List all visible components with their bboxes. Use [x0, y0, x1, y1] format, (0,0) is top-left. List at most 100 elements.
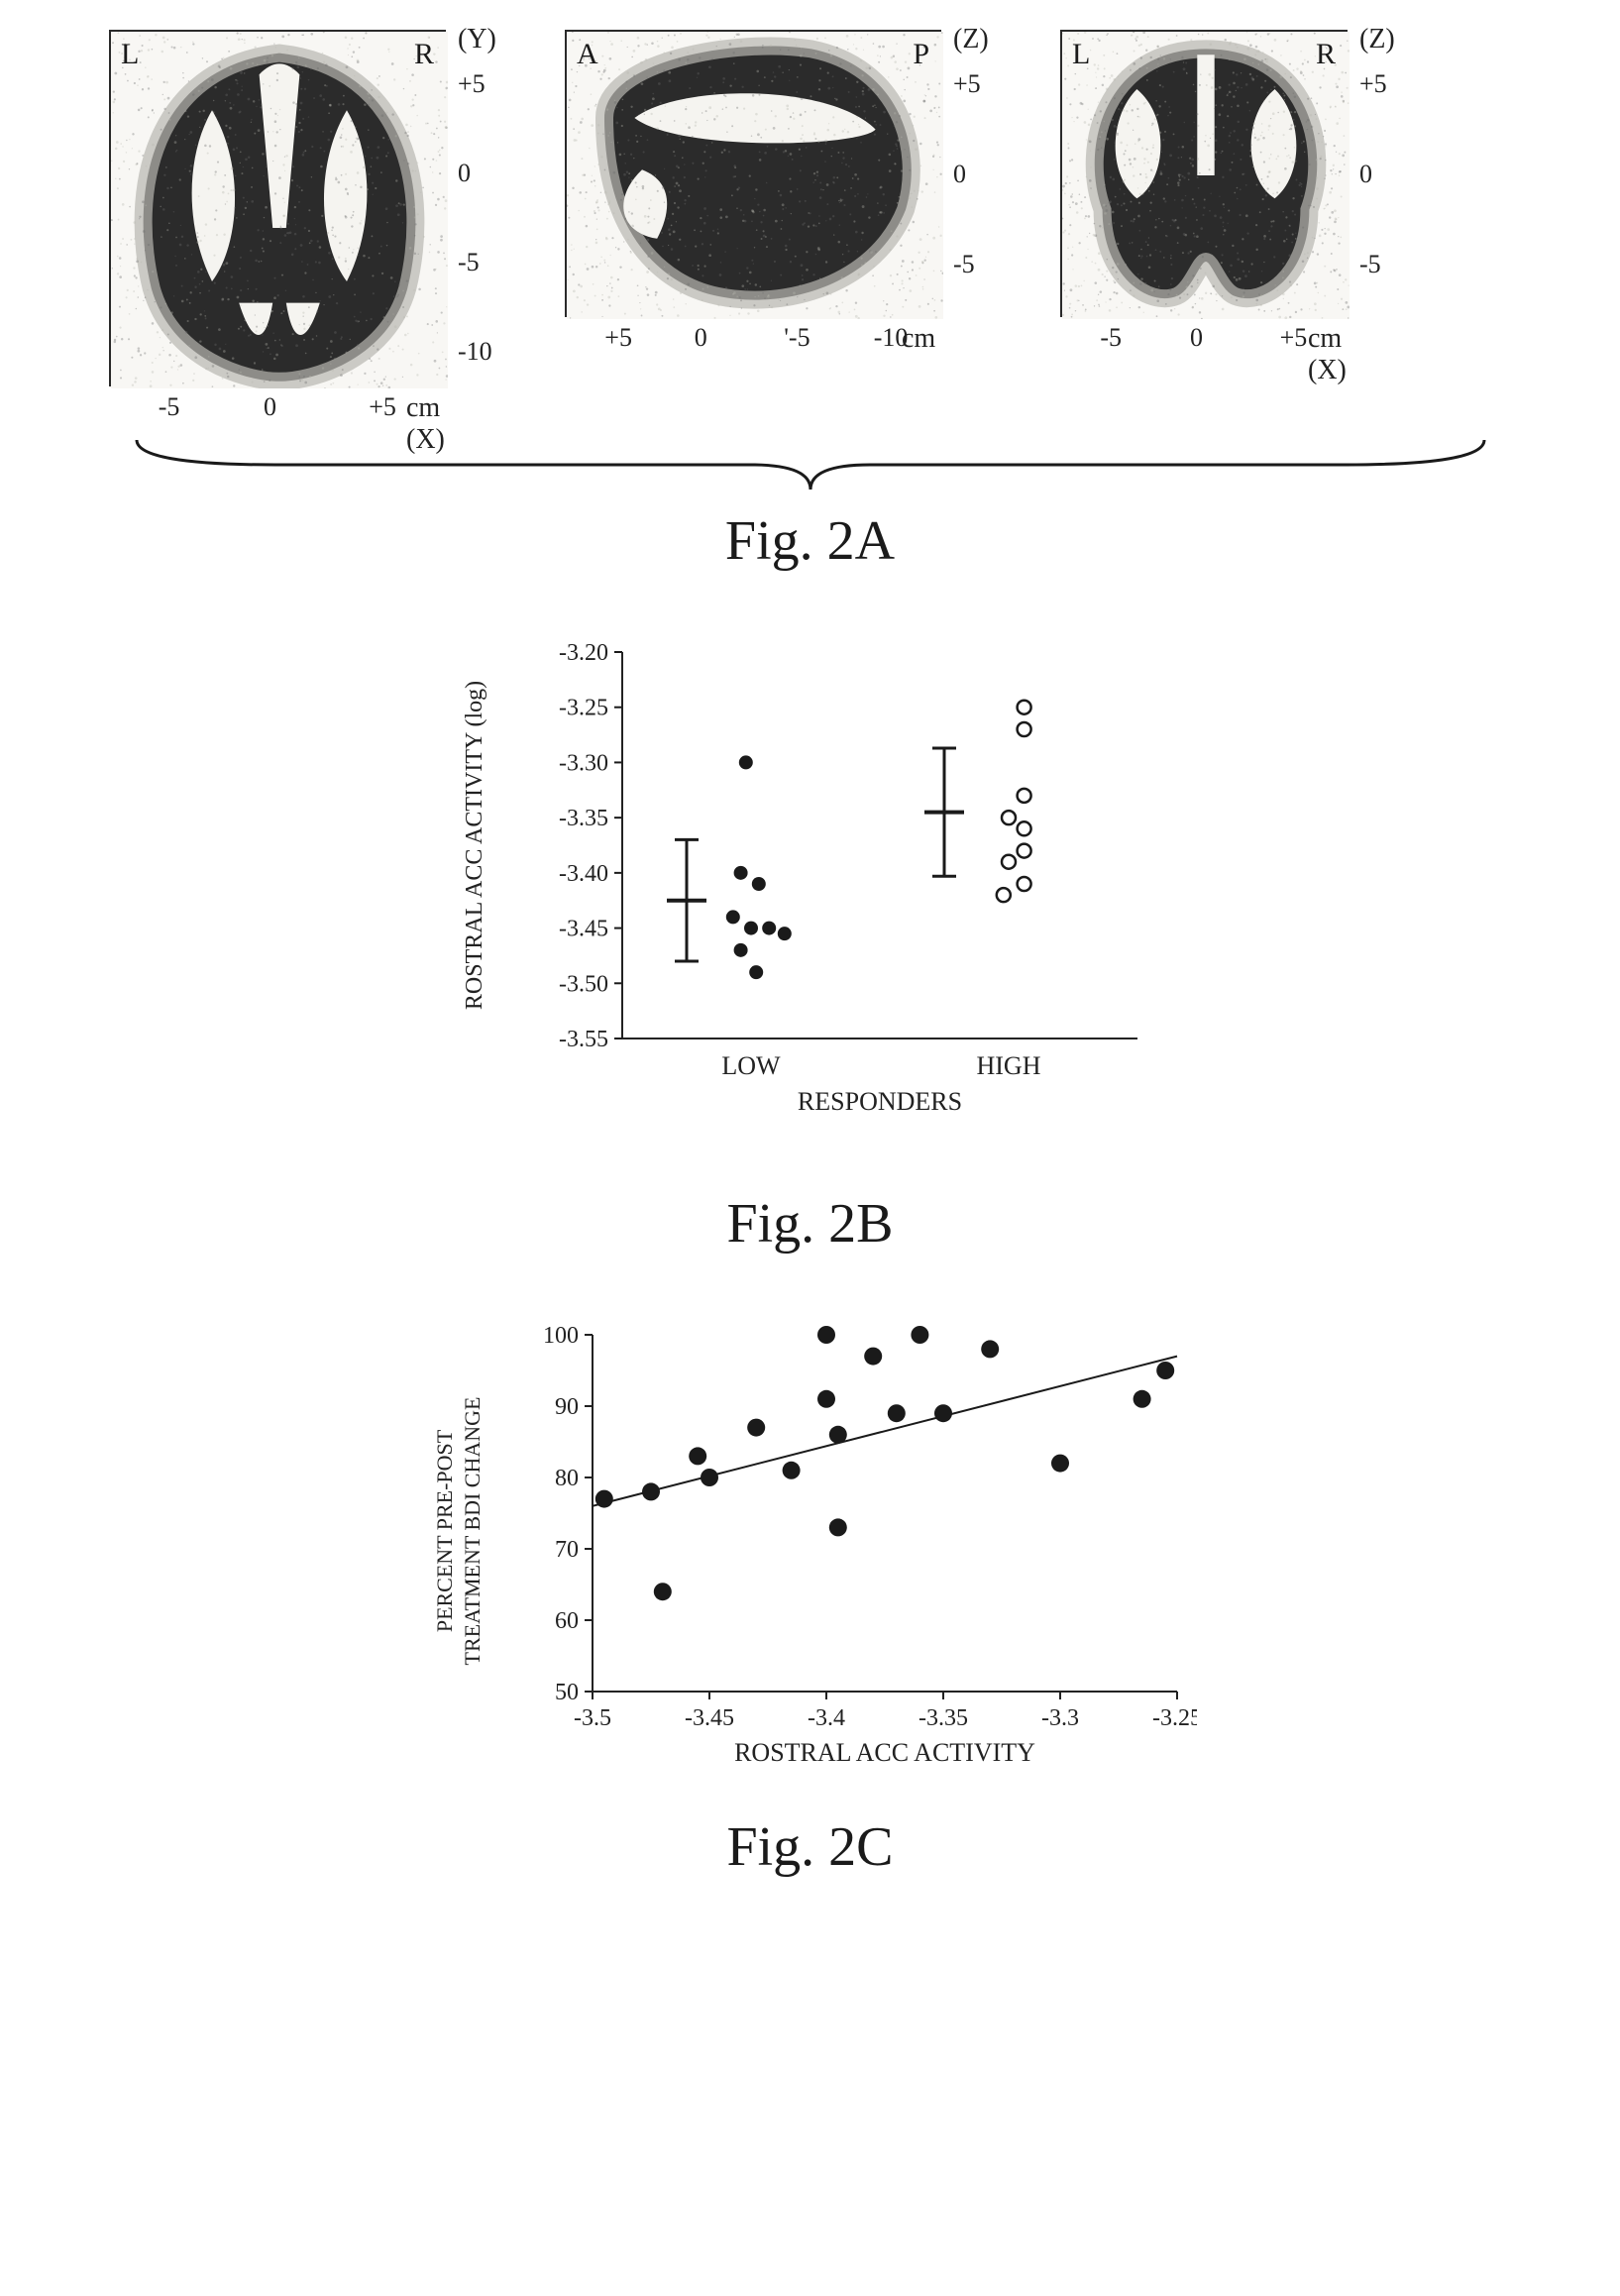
y-axis-name: (Z): [953, 24, 989, 55]
low-point: [762, 922, 776, 935]
fig2b-ylabel: ROSTRAL ACC ACTIVITY (log): [462, 681, 487, 1010]
ytick-label: -3.35: [559, 806, 608, 831]
scatter-point: [817, 1326, 835, 1344]
low-point: [749, 965, 763, 979]
ytick-label: -3.45: [559, 917, 608, 942]
panel-label-right: R: [1316, 38, 1336, 71]
fig-2c-caption: Fig. 2C: [40, 1815, 1580, 1879]
ytick-label: 70: [555, 1537, 579, 1563]
ytick: -5: [458, 248, 480, 277]
panel-label-left: L: [121, 38, 139, 71]
xtick: +5: [604, 323, 632, 353]
high-point: [1017, 877, 1030, 891]
ytick: -10: [458, 337, 492, 367]
brain-panel-sagittal: AP(Z)+50-5+50'-5-10cm: [565, 30, 1011, 420]
ytick-label: -3.55: [559, 1027, 608, 1052]
fig2b-xlabel: RESPONDERS: [797, 1087, 961, 1116]
panel-label-left: L: [1072, 38, 1090, 71]
scatter-point: [782, 1462, 800, 1479]
fig-2c-chart: 5060708090100-3.5-3.45-3.4-3.35-3.3-3.25…: [424, 1315, 1197, 1796]
ytick: 0: [458, 159, 471, 188]
scatter-point: [864, 1348, 882, 1366]
xtick: 0: [695, 323, 707, 353]
ytick-label: -3.20: [559, 640, 608, 666]
low-point: [744, 922, 758, 935]
ytick-label: -3.30: [559, 750, 608, 776]
fig-2a-caption: Fig. 2A: [40, 509, 1580, 573]
scatter-point: [1051, 1455, 1069, 1473]
scatter-point: [642, 1482, 660, 1500]
scatter-point: [828, 1426, 846, 1444]
coronal-brain-svg: [1062, 32, 1350, 319]
panel-label-right: P: [913, 38, 929, 71]
fig2c-svg: 5060708090100-3.5-3.45-3.4-3.35-3.3-3.25…: [424, 1315, 1197, 1791]
low-point: [777, 927, 791, 940]
x-axis-name: cm: [902, 323, 935, 355]
fig2c-ylabel1: PERCENT PRE-POST: [432, 1429, 457, 1632]
xtick-label: -3.4: [808, 1705, 845, 1731]
y-axis-name: (Z): [1359, 24, 1395, 55]
sagittal-brain-svg: [567, 32, 943, 319]
scatter-point: [1133, 1390, 1150, 1408]
ytick: 0: [953, 160, 966, 189]
xtick: 0: [264, 392, 276, 422]
high-point: [996, 888, 1010, 902]
high-point: [1002, 855, 1016, 869]
high-point: [1017, 701, 1030, 714]
low-point: [751, 877, 765, 891]
ytick: -5: [1359, 250, 1381, 279]
regression-line: [593, 1357, 1177, 1506]
low-point: [733, 866, 747, 880]
scatter-point: [747, 1419, 765, 1437]
ytick-label: -3.50: [559, 971, 608, 997]
ytick-label: 100: [543, 1323, 579, 1349]
scatter-point: [828, 1518, 846, 1536]
high-point: [1017, 722, 1030, 736]
xtick: '-5: [784, 323, 810, 353]
ytick-label: 60: [555, 1608, 579, 1634]
scatter-point: [701, 1469, 718, 1486]
xtick-label: -3.5: [574, 1705, 611, 1731]
xtick: +5: [1280, 323, 1308, 353]
scatter-point: [653, 1583, 671, 1600]
fig-2b-chart: -3.20 -3.25 -3.30 -3.35 -3.40 -3.45 -3.50 -3.55…: [454, 632, 1167, 1152]
scatter-point: [689, 1447, 706, 1465]
fig2c-xlabel: ROSTRAL ACC ACTIVITY: [734, 1738, 1035, 1767]
fig2b-svg: -3.20 -3.25 -3.30 -3.35 -3.40 -3.45 -3.50 -3.55…: [454, 632, 1167, 1148]
figure-container: LR(Y)+50-5-10-50+5cm (X)AP(Z)+50-5+50'-5…: [40, 30, 1580, 1879]
scatter-point: [1156, 1362, 1174, 1379]
brain-box-coronal: LR: [1060, 30, 1348, 317]
xgroup-high: HIGH: [976, 1051, 1040, 1080]
xtick-label: -3.35: [918, 1705, 968, 1731]
brain-box-sagittal: AP: [565, 30, 941, 317]
x-axis-name: cm (X): [1308, 323, 1348, 386]
xgroup-low: LOW: [721, 1051, 781, 1080]
ytick-label: 50: [555, 1680, 579, 1705]
ytick: 0: [1359, 160, 1372, 189]
ytick: +5: [1359, 69, 1387, 99]
xtick-label: -3.3: [1041, 1705, 1079, 1731]
high-point: [1017, 789, 1030, 803]
scatter-point: [981, 1340, 999, 1358]
panel-label-left: A: [577, 38, 598, 71]
axial-brain-svg: [111, 32, 448, 388]
ytick: +5: [458, 69, 486, 99]
scatter-point: [911, 1326, 928, 1344]
brain-box-axial: LR: [109, 30, 446, 386]
ytick: +5: [953, 69, 981, 99]
low-point: [738, 755, 752, 769]
xtick: -5: [159, 392, 180, 422]
brain-panel-axial: LR(Y)+50-5-10-50+5cm (X): [109, 30, 515, 420]
panel-label-right: R: [414, 38, 434, 71]
fig-2b-caption: Fig. 2B: [40, 1192, 1580, 1256]
ytick-label: 90: [555, 1394, 579, 1420]
ytick-label: -3.25: [559, 696, 608, 721]
ytick-label: -3.40: [559, 861, 608, 887]
y-axis-name: (Y): [458, 24, 496, 55]
scatter-point: [934, 1404, 952, 1422]
scatter-point: [887, 1404, 905, 1422]
fig2c-ylabel2: TREATMENT BDI CHANGE: [460, 1397, 485, 1666]
ytick-label: 80: [555, 1466, 579, 1491]
xtick: +5: [369, 392, 396, 422]
fig-2a-brace: [77, 430, 1544, 499]
